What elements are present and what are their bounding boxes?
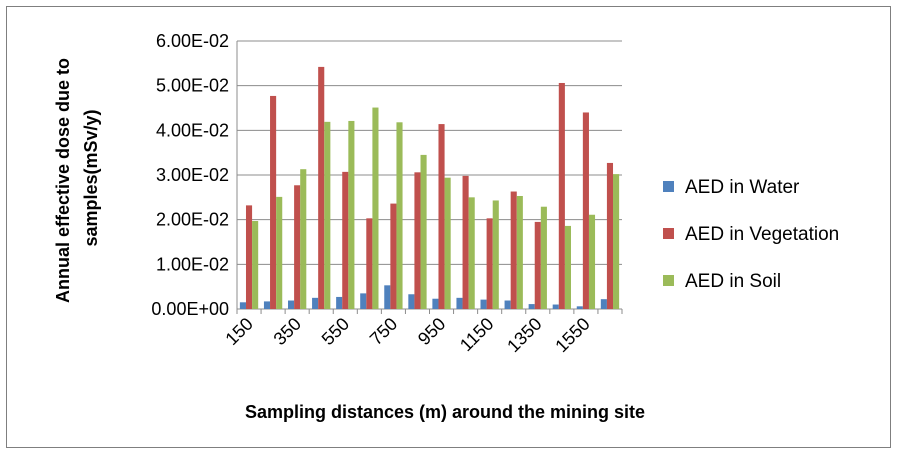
x-tick-label: 950 — [414, 314, 449, 349]
y-tick-label: 5.00E-02 — [156, 76, 229, 96]
y-tick-label: 0.00E+00 — [151, 299, 229, 319]
bar — [510, 191, 517, 309]
bar — [294, 185, 301, 309]
bar — [414, 172, 421, 309]
y-tick-labels: 0.00E+00 1.00E-02 2.00E-02 3.00E-02 4.00E-02… — [151, 31, 229, 319]
bar — [324, 121, 331, 309]
bar — [576, 306, 583, 309]
legend-label: AED in Vegetation — [685, 224, 839, 245]
bar — [245, 205, 253, 309]
legend: AED in Water AED in Vegetation AED in Soil — [663, 177, 839, 292]
bar — [239, 302, 246, 309]
x-tick-label: 1550 — [551, 314, 593, 356]
x-tick-label: 1350 — [503, 314, 545, 356]
bar — [336, 296, 343, 309]
bars — [239, 66, 620, 309]
y-tick-label: 4.00E-02 — [156, 120, 229, 140]
bar — [366, 218, 373, 309]
x-axis-title: Sampling distances (m) around the mining… — [245, 402, 645, 422]
bar — [318, 66, 325, 309]
bar — [312, 297, 319, 309]
bar — [300, 169, 307, 309]
legend-swatch — [663, 181, 674, 192]
bar — [252, 221, 259, 309]
y-tick-label: 3.00E-02 — [156, 165, 229, 185]
bar — [534, 221, 541, 309]
y-tick-label: 2.00E-02 — [156, 210, 229, 230]
bar — [263, 301, 271, 309]
y-tick-label: 6.00E-02 — [156, 31, 229, 51]
bar — [564, 225, 571, 309]
bar — [372, 107, 379, 309]
y-axis-title-line-1: Annual effective dose due to — [53, 58, 73, 303]
x-tick-label: 550 — [318, 314, 353, 349]
bar — [516, 195, 523, 309]
bar — [396, 122, 403, 309]
bar — [528, 304, 535, 309]
bar — [288, 300, 295, 309]
bar — [438, 124, 445, 309]
bar — [613, 174, 620, 309]
x-tick-label: 750 — [366, 314, 401, 349]
bar — [480, 299, 487, 309]
bar — [432, 298, 439, 309]
legend-swatch — [663, 228, 674, 239]
bar — [582, 112, 589, 309]
bar — [486, 218, 493, 309]
bar — [552, 304, 559, 309]
bar — [408, 294, 415, 309]
y-tick-label: 1.00E-02 — [156, 254, 229, 274]
bar — [606, 162, 614, 309]
bar — [270, 95, 277, 309]
bar — [444, 177, 451, 309]
bar — [462, 175, 469, 309]
legend-label: AED in Water — [685, 177, 800, 198]
legend-label: AED in Soil — [685, 271, 781, 292]
legend-swatch — [663, 275, 674, 286]
bar — [276, 196, 283, 309]
bar — [390, 203, 397, 309]
y-axis-title: Annual effective dose due to samples(mSv… — [53, 53, 101, 303]
bar — [348, 120, 355, 309]
bar — [360, 293, 367, 309]
bar — [342, 171, 349, 309]
bar — [504, 300, 511, 309]
y-axis-title-line-2: samples(mSv/y) — [81, 109, 101, 246]
x-tick-labels: 150 350 550 750 950 1150 1350 1550 — [221, 314, 593, 356]
bar — [468, 197, 475, 309]
x-tick-label: 1150 — [456, 314, 498, 356]
bar — [588, 214, 596, 309]
bar — [540, 206, 547, 309]
bar — [492, 200, 499, 309]
bar — [420, 154, 427, 309]
bar — [384, 285, 391, 309]
x-tick-label: 350 — [270, 314, 305, 349]
bar — [558, 82, 565, 309]
bar — [456, 297, 463, 309]
bar — [600, 299, 607, 309]
